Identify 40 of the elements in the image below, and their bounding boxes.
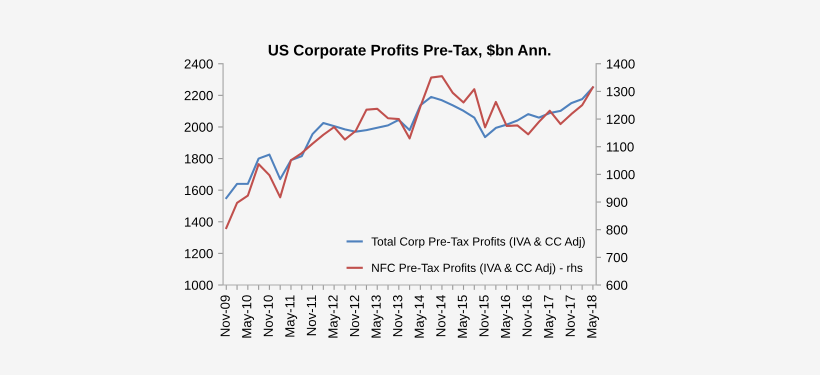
x-tick-label: May-14 (414, 295, 427, 338)
x-tick-label: Nov-11 (306, 295, 316, 336)
y2-tick-label: 600 (606, 280, 628, 290)
y-tick-label: 1400 (184, 217, 213, 227)
chart-title: US Corporate Profits Pre-Tax, $bn Ann. (268, 44, 550, 59)
x-tick-label: Nov-13 (393, 295, 402, 336)
x-tick-label: May-15 (458, 295, 470, 338)
x-tick-label: May-13 (371, 295, 384, 338)
x-tick-label: Nov-09 (220, 295, 230, 336)
x-tick-label: Nov-10 (264, 295, 273, 336)
x-tick-label: Nov-15 (479, 295, 489, 336)
y-tick-label: 1000 (184, 280, 213, 290)
x-tick-label: May-17 (544, 295, 556, 338)
x-tick-label: May-11 (285, 295, 298, 337)
y-tick-label: 1600 (184, 186, 213, 196)
line-series (225, 86, 594, 200)
y-tick-label: 2200 (184, 90, 213, 100)
legend-label: NFC Pre-Tax Profits (IVA & CC Adj) - rhs (372, 263, 582, 274)
y-tick-label: 2400 (184, 59, 213, 69)
x-tick-label: Nov-14 (436, 295, 446, 336)
y2-tick-label: 1100 (606, 142, 634, 152)
y2-tick-label: 700 (606, 252, 628, 262)
x-tick-label: May-10 (242, 295, 254, 338)
x-tick-label: Nov-12 (350, 295, 360, 336)
y2-tick-label: 1300 (606, 86, 635, 96)
y-tick-label: 1200 (184, 248, 213, 258)
line-series (225, 75, 594, 230)
legend-label: Total Corp Pre-Tax Profits (IVA & CC Adj) (371, 237, 585, 248)
y2-tick-label: 900 (606, 198, 628, 207)
y-tick-label: 2000 (184, 122, 213, 132)
y2-tick-label: 1000 (606, 170, 635, 180)
x-tick-label: Nov-17 (566, 295, 575, 336)
x-tick-label: May-12 (328, 295, 340, 338)
y-tick-label: 1800 (184, 154, 213, 164)
x-tick-label: May-16 (500, 295, 513, 338)
x-tick-label: Nov-16 (522, 295, 532, 336)
y2-tick-label: 1400 (606, 59, 635, 69)
x-tick-label: May-18 (587, 295, 600, 338)
y2-tick-label: 800 (606, 225, 628, 235)
y2-tick-label: 1200 (606, 114, 635, 124)
